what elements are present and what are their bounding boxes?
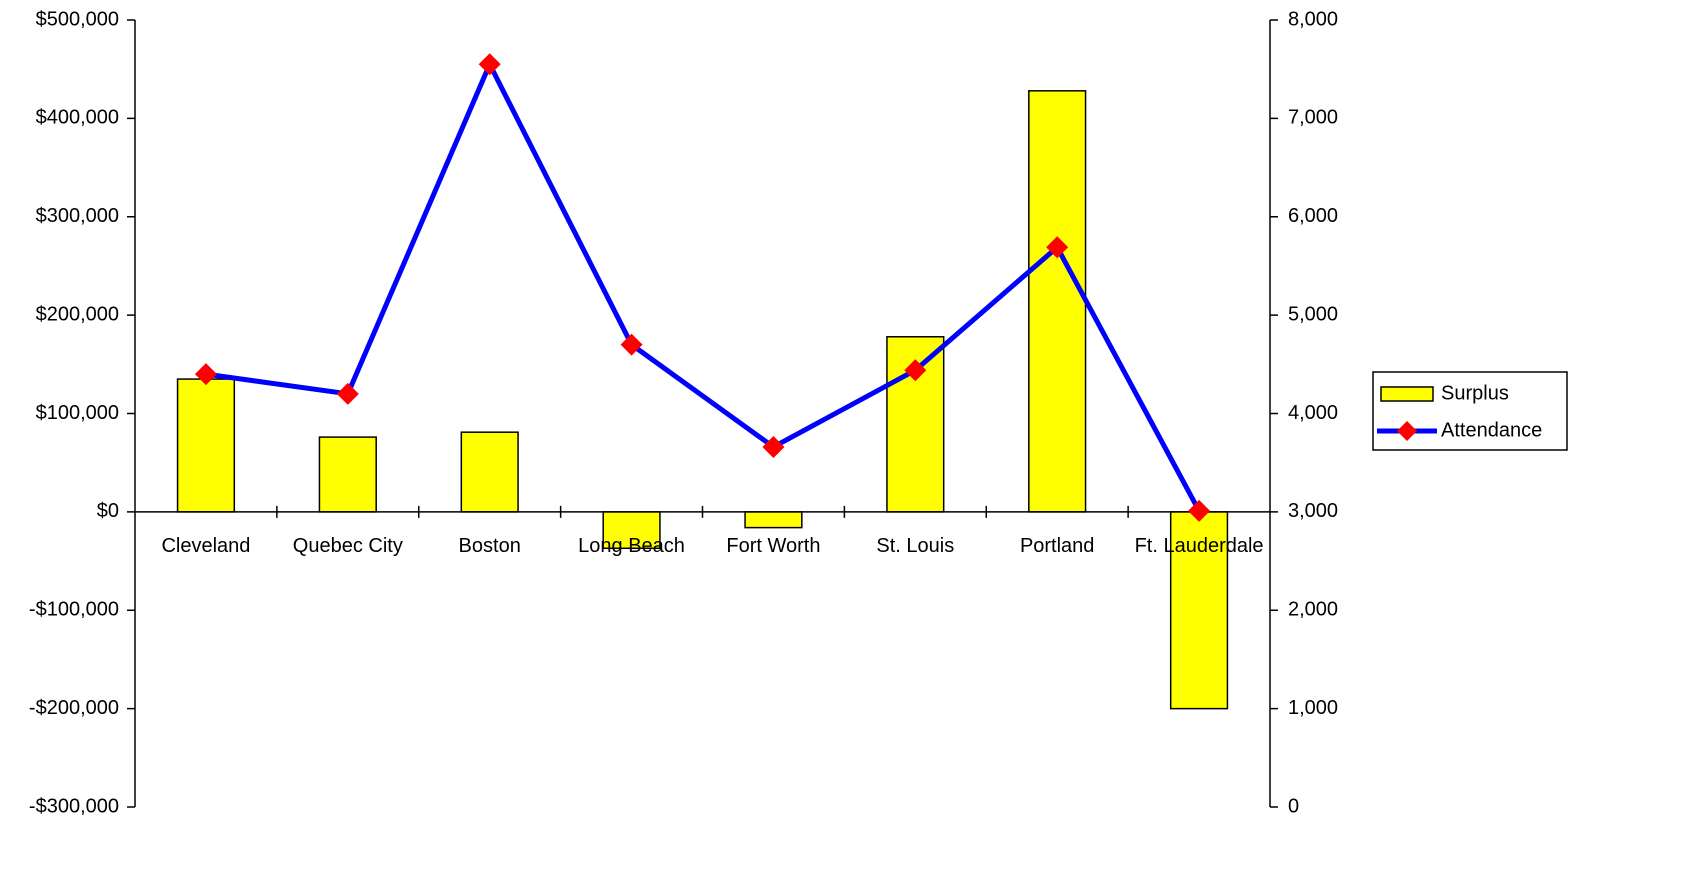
y-tick-label: $500,000 <box>36 8 119 30</box>
marker <box>904 359 927 382</box>
marker <box>478 53 501 76</box>
y-tick-label: $400,000 <box>36 107 119 129</box>
legend-marker <box>1397 421 1417 441</box>
y-tick-label: $200,000 <box>36 303 119 325</box>
x-tick-label: St. Louis <box>876 535 954 557</box>
y2-tick-label: 5,000 <box>1288 303 1338 325</box>
legend-label: Surplus <box>1441 382 1509 404</box>
legend-swatch <box>1380 386 1434 402</box>
y2-tick-label: 6,000 <box>1288 205 1338 227</box>
bar <box>460 431 519 513</box>
y2-tick-label: 3,000 <box>1288 500 1338 522</box>
bar <box>744 511 803 529</box>
y2-tick-label: 2,000 <box>1288 599 1338 621</box>
y2-tick-label: 8,000 <box>1288 8 1338 30</box>
y-tick-label: -$300,000 <box>29 795 119 817</box>
line <box>205 61 1202 513</box>
x-tick-label: Quebec City <box>293 535 403 557</box>
y-tick-label: $300,000 <box>36 205 119 227</box>
x-tick-label: Cleveland <box>161 535 250 557</box>
x-tick-label: Ft. Lauderdale <box>1135 535 1264 557</box>
y-tick-label: $0 <box>97 500 119 522</box>
x-tick-label: Portland <box>1020 535 1095 557</box>
y2-tick-label: 0 <box>1288 795 1299 817</box>
bar <box>1028 90 1087 513</box>
y-tick-label: -$200,000 <box>29 697 119 719</box>
y-tick-label: $100,000 <box>36 402 119 424</box>
marker <box>1046 236 1069 259</box>
x-tick-label: Boston <box>459 535 521 557</box>
bar <box>1169 511 1229 710</box>
y2-tick-label: 4,000 <box>1288 402 1338 424</box>
marker <box>336 382 359 405</box>
marker <box>762 435 785 458</box>
bar <box>602 511 661 550</box>
x-tick-label: Long Beach <box>578 535 685 557</box>
marker <box>1188 499 1211 522</box>
marker <box>620 333 643 356</box>
marker <box>194 363 217 386</box>
bar <box>318 436 377 513</box>
x-tick-label: Fort Worth <box>726 535 820 557</box>
y2-tick-label: 7,000 <box>1288 107 1338 129</box>
bar <box>176 378 236 513</box>
y-tick-label: -$100,000 <box>29 599 119 621</box>
y2-tick-label: 1,000 <box>1288 697 1338 719</box>
legend-label: Attendance <box>1441 419 1542 441</box>
